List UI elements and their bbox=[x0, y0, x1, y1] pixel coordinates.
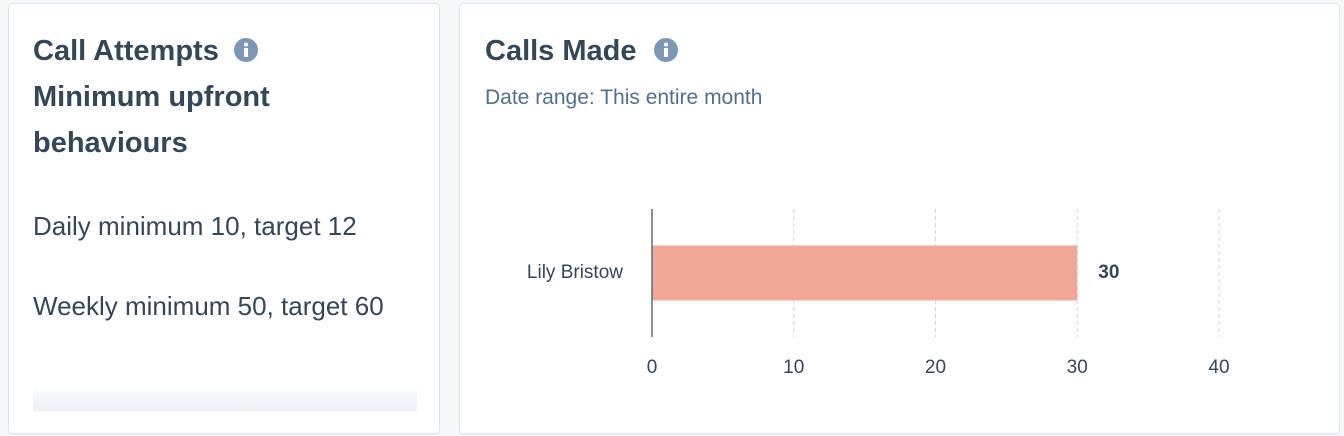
card-title: Call Attempts bbox=[33, 28, 259, 74]
x-tick-label: 0 bbox=[647, 357, 658, 378]
bar bbox=[652, 245, 1078, 301]
x-tick-label: 30 bbox=[1067, 357, 1088, 378]
left-card: Call Attempts Minimum upfront behaviours… bbox=[8, 3, 440, 434]
x-tick-label: 20 bbox=[925, 357, 946, 378]
info-icon[interactable] bbox=[653, 37, 679, 63]
chart-card: Calls Made Date range: This entire month… bbox=[459, 3, 1340, 434]
info-icon[interactable] bbox=[233, 37, 259, 63]
fade bbox=[33, 384, 417, 411]
chart: 0 10 20 30 40 Lily Bristow 30 bbox=[527, 209, 1230, 378]
chart-title: Calls Made bbox=[485, 28, 679, 74]
title-text: Call Attempts bbox=[33, 35, 219, 67]
chart-subtitle: Date range: This entire month bbox=[485, 86, 763, 109]
title-text: Calls Made bbox=[485, 35, 637, 67]
value-label: 30 bbox=[1098, 262, 1119, 283]
card-subtitle: Minimum upfront behaviours bbox=[33, 81, 270, 159]
x-tick-label: 40 bbox=[1208, 357, 1229, 378]
text-line: Daily minimum 10, target 12 bbox=[33, 211, 357, 241]
x-tick-label: 10 bbox=[783, 357, 804, 378]
y-tick-label: Lily Bristow bbox=[527, 262, 623, 283]
text-line: Weekly minimum 50, target 60 bbox=[33, 291, 384, 321]
